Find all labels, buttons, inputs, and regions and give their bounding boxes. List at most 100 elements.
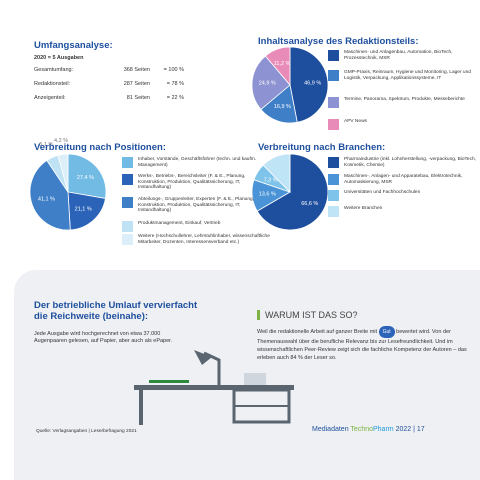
slice-label: 5,1 % [39,142,53,148]
subtitle: 2020 = 5 Ausgaben [34,55,84,61]
cell: 368 Seiten [123,67,150,73]
slice-label: 4,2 % [54,138,68,144]
legend-item: Pharmaindustrie (inkl. Lohnherstellung, … [328,157,478,168]
legend-label: Weitere (Hochschullehrer, Lehrstuhlinhab… [138,234,270,245]
legend-swatch [122,221,133,232]
legend-item: Produktmanagement, Einkauf, Vertrieb [122,221,272,232]
cell: = 100 % [163,67,184,73]
pie-slice [251,55,291,111]
legend-swatch [328,174,339,185]
rows: Gesamtumfang: 368 Seiten = 100 % Redaktions… [34,67,188,101]
slice-label: 13,6 % [259,192,276,198]
legend-label: Werks-, Betriebs-, Bereichsleiter (F. & … [138,174,246,191]
brand: Pharm [373,426,394,433]
desk-illustration [134,350,294,425]
cell: 287 Seiten [123,81,150,87]
brand: Techno [350,426,373,433]
pie-slice [29,159,71,231]
warum: WARUM IST DAS SO? Weil die redaktionelle… [257,310,467,362]
legend-label: Maschinen- und Anlagenbau, Automation, B… [344,50,453,61]
cell: Anzeigenteil: [34,95,66,101]
pie-slice [289,46,329,123]
legend-item: Maschinen- und Anlagenbau, Automation, B… [328,50,478,61]
legend-swatch [122,157,133,168]
legend-label: Universitäten und Fachhochschulen [344,190,421,195]
chart-title: Verbreitung nach Positionen: [34,142,166,153]
legend-swatch [122,197,133,208]
heading: die Reichweite (beinahe): [34,311,149,322]
text: Weil die redaktionelle Arbeit auf ganzer… [257,329,378,335]
legend-label: Pharmaindustrie (inkl. Lohnherstellung, … [344,157,476,168]
charts: 46,9 % 16,9 % 24,9 % 11,2 % 27,4 % 21,1 % 41,1… [29,46,329,231]
umlauf: Der betriebliche Umlauf vervierfacht die… [34,300,234,345]
legend-item: GMP-Praxis, Reinraum, Hygiene und Monito… [328,70,478,81]
chart-title: Inhaltsanalyse des Redaktionsteils: [258,36,419,47]
legend-label: Maschinen-, Anlagen- und Apparatebau, El… [344,174,463,185]
pie-slice [262,153,291,193]
legend-item: Termine, Panorama, Spektrum, Produkte, M… [328,97,478,108]
legend-swatch [328,119,339,130]
cell: Redaktionsteil: [34,81,71,87]
slice-label: 27,4 % [77,175,94,181]
legend-label: Abteilungs-, Gruppenleiter, Experten (F.… [138,197,254,214]
pie-slice [67,191,106,231]
legend-swatch [328,70,339,81]
legend-swatch [122,234,133,245]
page-number: 17 [416,426,425,433]
slice-label: 11,2 % [274,61,291,67]
text: Jede Ausgabe wird hochgerechnet von etwa… [34,331,173,344]
cell: = 22 % [166,95,184,101]
legend-swatch [122,174,133,185]
legend-item: APV News [328,119,478,130]
pie-slice [264,46,291,87]
legend-item: Weitere Branchen [328,206,478,217]
legend-swatch [328,206,339,217]
pie-slice [57,153,69,193]
text: 2022 [395,426,412,433]
heading: Umfangsanalyse: [34,40,113,51]
slice-label: 24,9 % [259,81,276,87]
row: Anzeigenteil: 81 Seiten = 22 % [34,95,188,101]
pie-slice [67,153,107,199]
slice-label: 66,6 % [301,201,318,207]
chart-title: Verbreitung nach Branchen: [258,142,386,153]
slice-label: 16,9 % [274,104,291,110]
slice-label: 46,9 % [304,80,321,86]
row: Gesamtumfang: 368 Seiten = 100 % [34,67,188,73]
heading: Der betriebliche Umlauf vervierfacht [34,300,198,311]
legend-swatch [328,190,339,201]
cell: Gesamtumfang: [34,67,74,73]
legend-item: Maschinen-, Anlagen- und Apparatebau, El… [328,174,478,185]
text: Weil die redaktionelle Arbeit auf ganzer… [257,326,467,362]
badge: Gut [378,326,395,338]
legend-label: Produktmanagement, Einkauf, Vertrieb [138,221,221,226]
legend-label: Weitere Branchen [344,206,383,211]
legend-swatch [328,157,339,168]
cell: 81 Seiten [126,95,150,101]
footer: Mediadaten TechnoPharm 2022 | 17 [312,426,425,433]
legend-item: Werks-, Betriebs-, Bereichsleiter (F. & … [122,174,272,191]
row: Redaktionsteil: 287 Seiten = 78 % [34,81,188,87]
legend-label: GMP-Praxis, Reinraum, Hygiene und Monito… [344,70,471,81]
legend-item: Abteilungs-, Gruppenleiter, Experten (F.… [122,197,272,214]
legend-swatch [328,97,339,108]
legend-label: Inhaber, Vorstände, Geschäftsführer (tec… [138,157,257,168]
legend-item: Weitere (Hochschullehrer, Lehrstuhlinhab… [122,234,272,245]
slice-label: 41,1 % [38,197,55,203]
slice-label: 7,3 % [264,177,278,183]
umfang: Umfangsanalyse: 2020 = 5 Ausgaben Gesamt… [34,40,188,109]
pie-slice [256,153,329,231]
legend-label: APV News [344,119,367,124]
text: Mediadaten [312,426,349,433]
cell: = 78 % [166,81,184,87]
slice-label: 21,1 % [75,206,92,212]
source: Quelle: Verlagsangaben | Leserbefragung … [36,429,137,434]
legend-item: Inhaber, Vorstände, Geschäftsführer (tec… [122,157,272,168]
text: bewertet wird. Von der Themenauswahl übe… [257,329,467,361]
bottom-section: Der betriebliche Umlauf vervierfacht die… [14,270,480,480]
heading: WARUM IST DAS SO? [257,310,467,320]
legend-item: Universitäten und Fachhochschulen [328,190,478,201]
legend-label: Termine, Panorama, Spektrum, Produkte, M… [344,97,465,102]
legend-swatch [328,50,339,61]
